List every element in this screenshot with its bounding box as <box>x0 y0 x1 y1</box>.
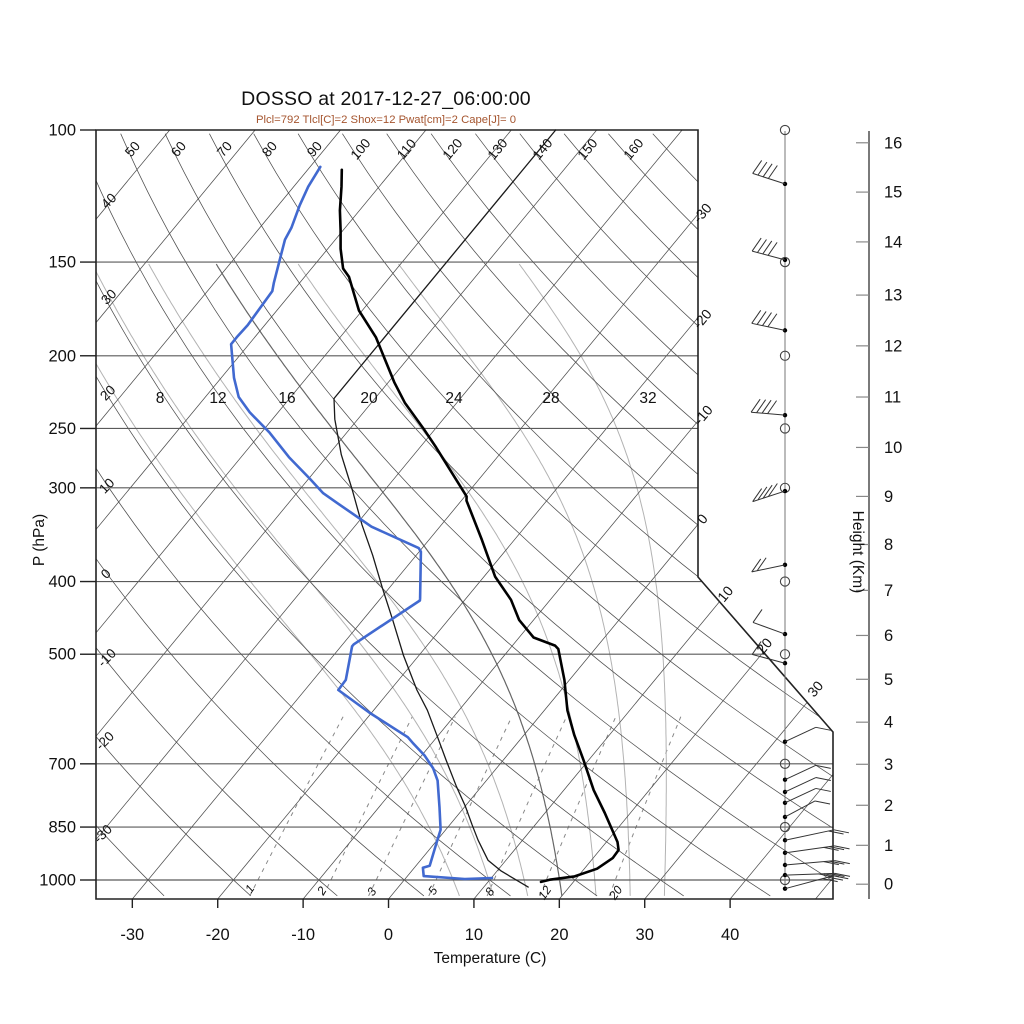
svg-text:14: 14 <box>884 233 902 251</box>
svg-text:-20: -20 <box>690 306 715 332</box>
chart-indices-subtitle: Plcl=792 Tlcl[C]=2 Shox=12 Pwat[cm]=2 Ca… <box>255 114 517 126</box>
dewpoint-curve <box>229 165 494 881</box>
temperature-axis: -30 -20 -10 0 10 20 30 40 Temperature (C) <box>120 899 739 967</box>
svg-text:Temperature (C): Temperature (C) <box>434 950 547 967</box>
svg-text:12: 12 <box>884 337 902 355</box>
svg-text:0: 0 <box>384 926 393 944</box>
svg-text:24: 24 <box>445 390 463 407</box>
svg-text:20: 20 <box>97 382 118 403</box>
svg-text:850: 850 <box>48 819 76 837</box>
parcel-curve <box>333 129 557 888</box>
svg-text:10: 10 <box>884 439 902 457</box>
svg-text:1: 1 <box>884 837 893 855</box>
svg-text:32: 32 <box>639 390 656 407</box>
svg-text:160: 160 <box>621 136 647 163</box>
svg-text:28: 28 <box>542 390 559 407</box>
plot-area <box>96 130 833 899</box>
svg-text:140: 140 <box>530 136 556 163</box>
svg-text:30: 30 <box>804 678 826 700</box>
svg-text:100: 100 <box>48 122 76 140</box>
svg-text:700: 700 <box>48 755 76 773</box>
svg-text:9: 9 <box>884 488 893 506</box>
plot-frame <box>95 129 834 900</box>
svg-text:-20: -20 <box>206 926 230 944</box>
svg-text:P (hPa): P (hPa) <box>31 514 48 566</box>
svg-text:300: 300 <box>48 479 76 497</box>
svg-text:7: 7 <box>884 582 893 600</box>
svg-text:10: 10 <box>465 926 483 944</box>
svg-text:3: 3 <box>364 885 379 899</box>
svg-text:400: 400 <box>48 573 76 591</box>
svg-text:10: 10 <box>714 583 736 605</box>
svg-text:50: 50 <box>122 139 143 160</box>
svg-text:1: 1 <box>242 882 257 896</box>
svg-text:-10: -10 <box>95 646 119 670</box>
svg-text:6: 6 <box>884 627 893 645</box>
svg-text:12: 12 <box>209 390 226 407</box>
svg-text:1000: 1000 <box>39 872 76 890</box>
svg-text:20: 20 <box>753 635 775 657</box>
svg-text:30: 30 <box>636 926 654 944</box>
svg-text:2: 2 <box>313 884 329 899</box>
svg-text:120: 120 <box>440 136 466 163</box>
svg-text:5: 5 <box>884 671 893 689</box>
svg-text:4: 4 <box>884 714 893 732</box>
svg-text:20: 20 <box>360 390 378 407</box>
temperature-curve <box>338 168 620 884</box>
svg-text:3: 3 <box>884 756 893 774</box>
svg-text:-10: -10 <box>691 402 716 428</box>
svg-text:130: 130 <box>485 136 511 163</box>
svg-text:-30: -30 <box>120 926 144 944</box>
svg-text:40: 40 <box>721 926 739 944</box>
svg-text:150: 150 <box>48 254 76 272</box>
svg-text:8: 8 <box>884 536 893 554</box>
svg-text:15: 15 <box>884 184 902 202</box>
svg-text:5: 5 <box>425 884 440 898</box>
svg-text:40: 40 <box>98 190 119 211</box>
svg-text:200: 200 <box>48 347 76 365</box>
svg-text:10: 10 <box>96 475 117 496</box>
svg-text:0: 0 <box>884 876 893 894</box>
moist-adiabat-labels: 8 12 16 20 24 28 32 <box>156 390 657 407</box>
svg-text:90: 90 <box>304 139 325 160</box>
svg-text:8: 8 <box>156 390 165 407</box>
moist-adiabats <box>96 263 667 897</box>
svg-text:110: 110 <box>394 136 419 162</box>
svg-text:80: 80 <box>259 139 280 160</box>
pressure-gridlines <box>96 261 833 881</box>
svg-text:13: 13 <box>884 287 902 305</box>
svg-text:30: 30 <box>98 286 119 307</box>
wind-barb-column <box>750 124 851 891</box>
dry-adiabats <box>96 133 833 897</box>
isotherm-lines <box>96 130 833 899</box>
svg-text:11: 11 <box>884 389 901 407</box>
svg-text:70: 70 <box>214 139 235 160</box>
svg-text:20: 20 <box>550 926 568 944</box>
svg-text:250: 250 <box>48 420 76 438</box>
svg-text:60: 60 <box>168 139 189 160</box>
isotherm-labels-right: -30 -20 -10 0 10 20 30 <box>690 200 827 700</box>
svg-text:0: 0 <box>694 511 711 527</box>
chart-title: DOSSO at 2017-12-27_06:00:00 <box>241 88 531 110</box>
svg-text:-30: -30 <box>690 200 715 226</box>
svg-text:100: 100 <box>348 136 374 163</box>
svg-text:8: 8 <box>482 885 497 899</box>
svg-text:Height (Km): Height (Km) <box>849 511 866 594</box>
svg-text:150: 150 <box>575 136 601 163</box>
svg-text:-10: -10 <box>291 926 315 944</box>
svg-text:500: 500 <box>48 646 76 664</box>
pressure-axis: 100 150 200 250 300 400 500 700 850 1000 P (hPa) <box>31 122 96 890</box>
dry-adiabat-labels-top: 50 60 70 80 90 100 110 120 130 140 150 160 <box>122 136 647 163</box>
svg-text:20: 20 <box>606 883 626 903</box>
svg-text:16: 16 <box>884 134 902 152</box>
svg-text:2: 2 <box>884 797 893 815</box>
svg-text:16: 16 <box>278 390 295 407</box>
